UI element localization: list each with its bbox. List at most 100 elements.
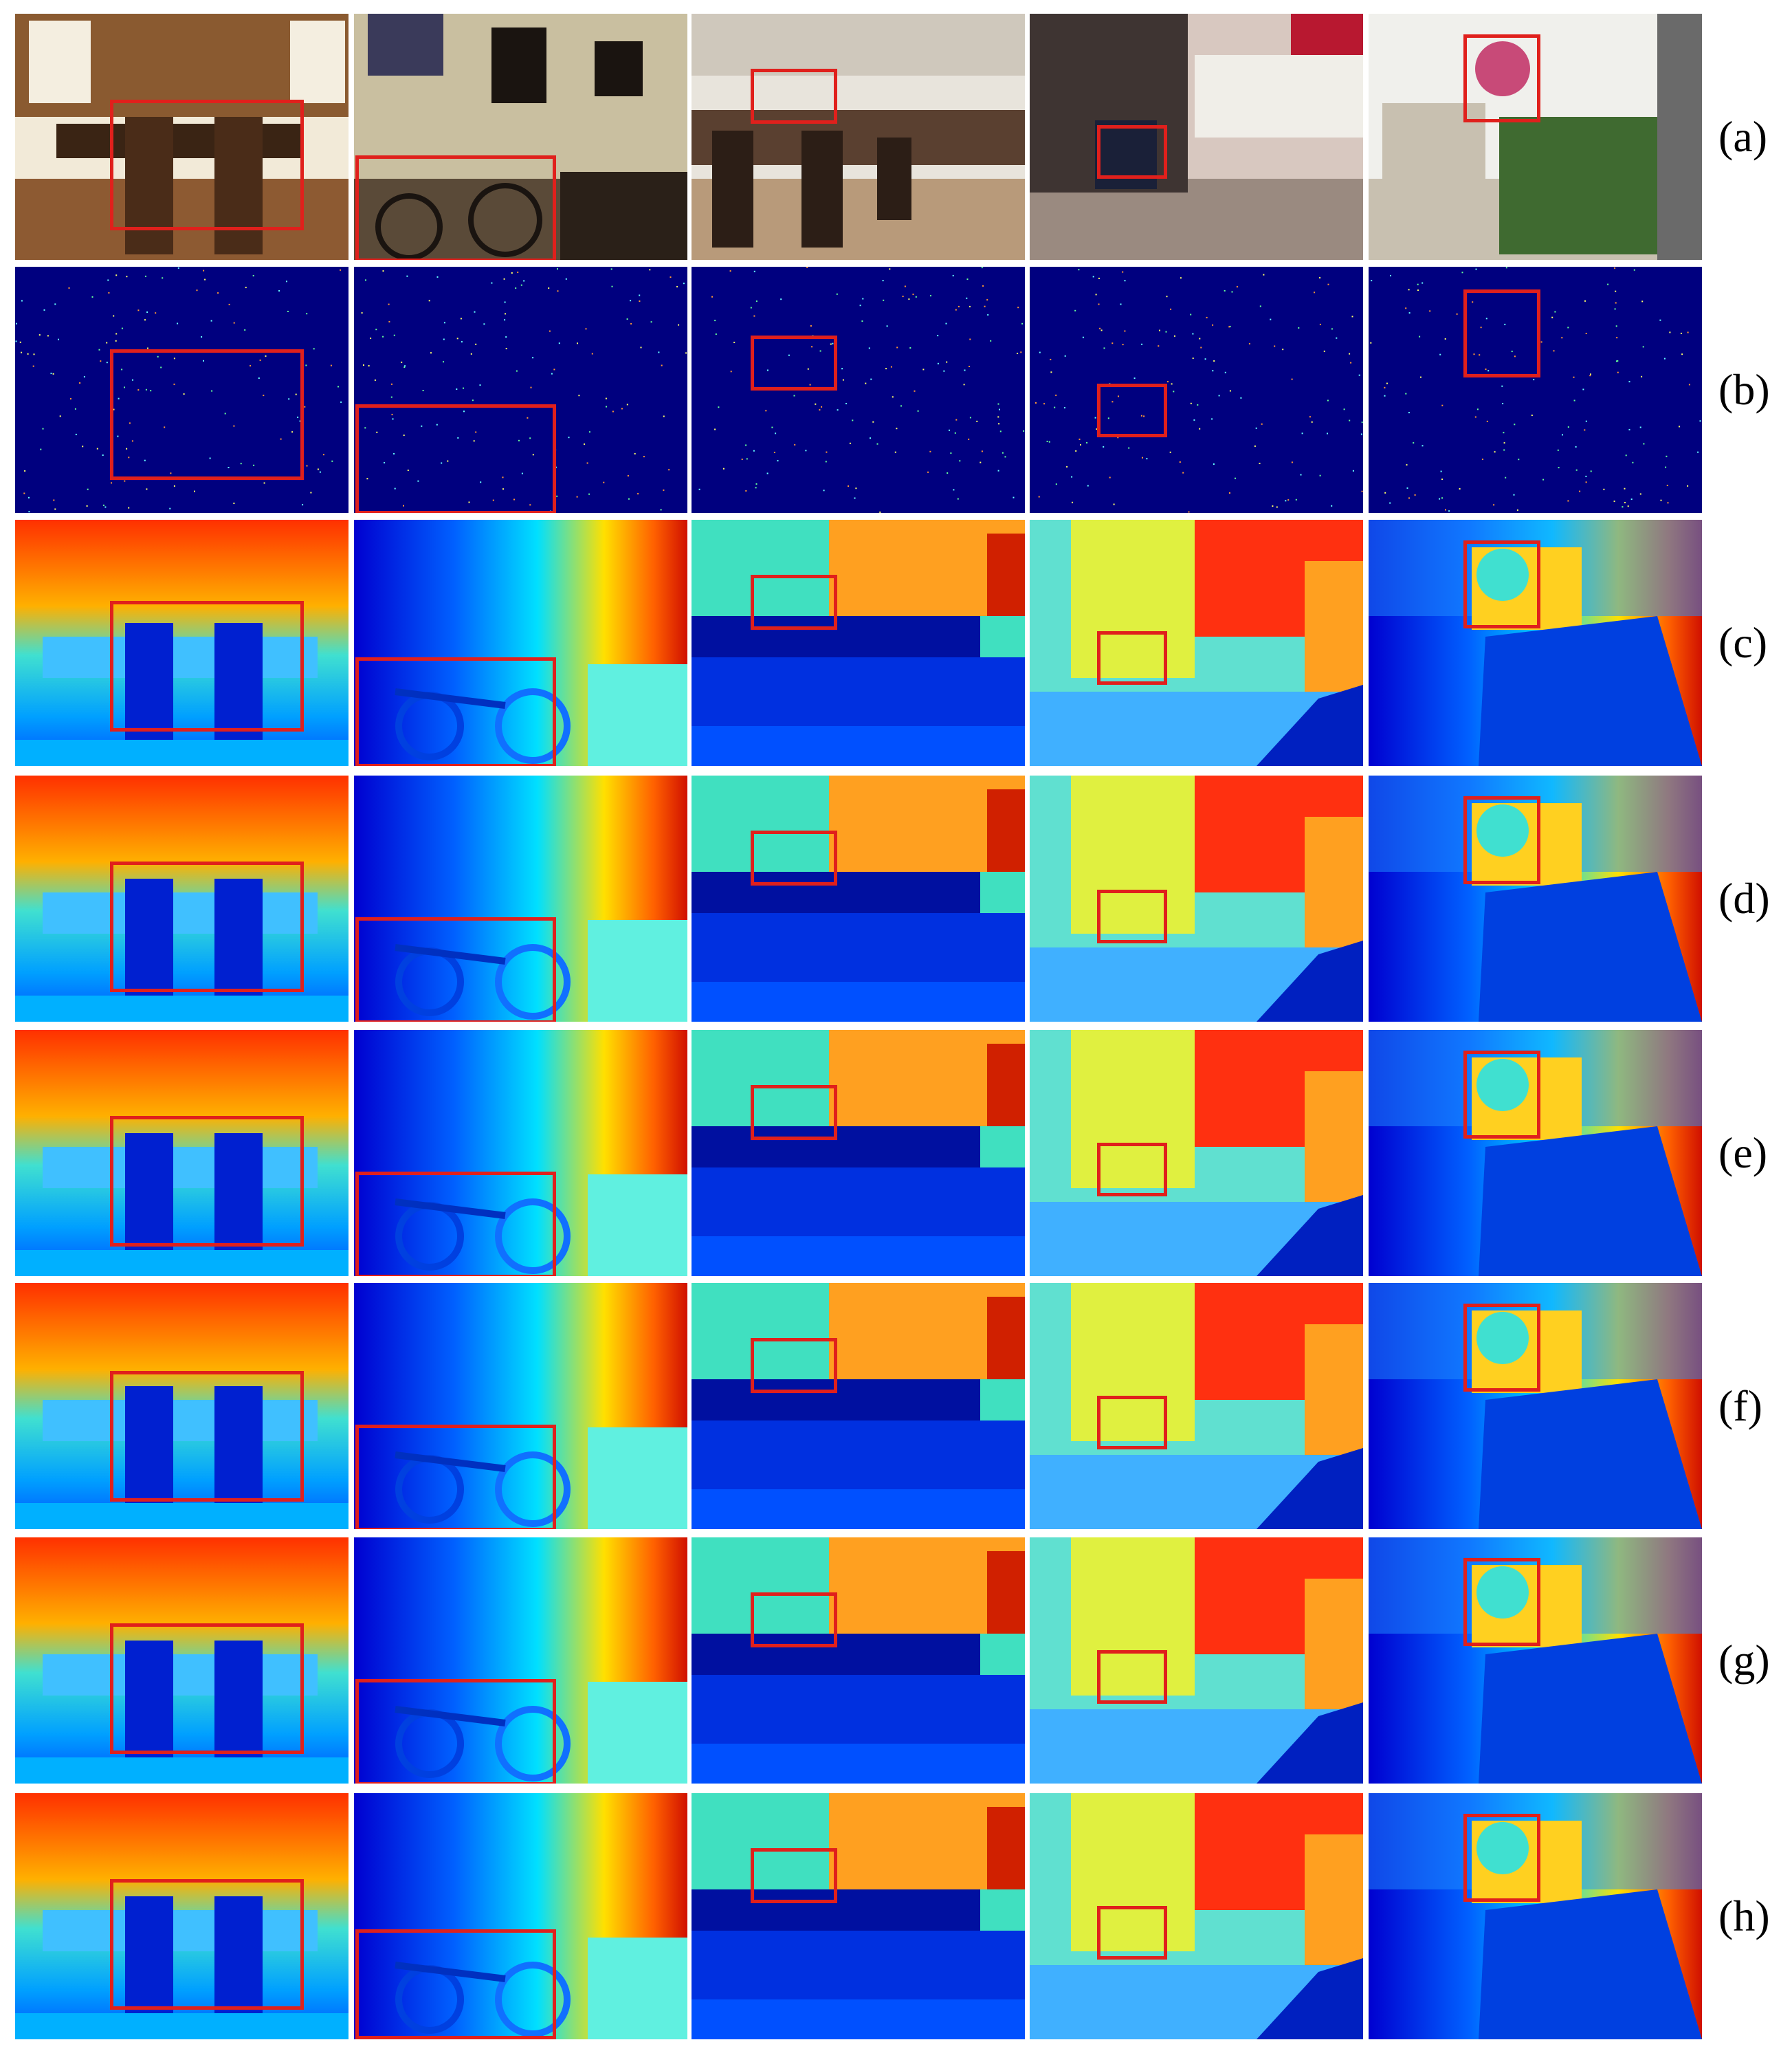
sparse-depth-point — [810, 325, 812, 327]
sparse-depth-point — [53, 499, 55, 501]
sparse-depth-point — [340, 269, 342, 271]
sparse-depth-point — [1311, 421, 1313, 423]
roi-box — [110, 1623, 304, 1754]
sparse-depth-point — [1472, 301, 1474, 303]
sparse-depth-point — [403, 366, 406, 369]
sparse-depth-point — [896, 428, 898, 430]
sparse-depth-point — [1616, 337, 1618, 339]
sparse-depth-point — [870, 378, 872, 380]
sparse-depth-point — [626, 318, 628, 320]
sparse-depth-point — [523, 280, 525, 282]
sparse-depth-point — [1503, 449, 1505, 451]
sparse-depth-point — [612, 410, 614, 413]
sparse-depth-point — [403, 435, 405, 437]
sparse-depth-point — [1182, 472, 1184, 474]
sparse-depth-point — [393, 453, 395, 454]
panel-depth-dining-table-chairs — [692, 776, 1025, 1022]
sparse-depth-point — [463, 410, 465, 413]
depth-image — [1030, 1030, 1363, 1276]
sparse-depth-point — [128, 507, 130, 509]
sparse-depth-point — [755, 300, 757, 303]
sparse-depth-point — [683, 283, 685, 285]
sparse-depth-point — [950, 452, 952, 454]
depth-image — [1369, 1283, 1702, 1529]
sparse-depth-point — [250, 364, 252, 366]
depth-image — [692, 1793, 1025, 2039]
sparse-depth-point — [1384, 492, 1386, 494]
sparse-depth-point — [556, 495, 558, 497]
sparse-depth-point — [630, 300, 632, 302]
sparse-depth-point — [1055, 483, 1057, 485]
sparse-depth-point — [588, 493, 590, 495]
sparse-depth-point — [981, 267, 983, 269]
sparse-depth-point — [1616, 360, 1617, 362]
sparse-depth-point — [904, 285, 906, 287]
sparse-depth-point — [698, 488, 700, 490]
roi-box — [110, 1879, 304, 2010]
sparse-depth-point — [999, 408, 1000, 410]
sparse-depth-point — [1082, 336, 1084, 338]
sparse-depth-point — [1474, 416, 1476, 418]
sparse-depth-point — [1180, 277, 1182, 279]
sparse-depth-point — [859, 305, 861, 307]
sparse-depth-point — [980, 461, 982, 463]
sparse-depth-point — [610, 268, 612, 270]
rgb-image — [1030, 14, 1363, 260]
sparse-depth-point — [908, 298, 910, 300]
sparse-depth-point — [1319, 323, 1321, 325]
sparse-depth-point — [1171, 383, 1173, 385]
sparse-depth-point — [883, 299, 885, 301]
sparse-depth-point — [1417, 283, 1419, 285]
sparse-depth-point — [557, 268, 558, 270]
sparse-depth-point — [124, 480, 126, 482]
depth-image — [354, 520, 687, 766]
roi-box — [1463, 796, 1540, 884]
sparse-depth-point — [258, 377, 260, 379]
sparse-depth-point — [1218, 395, 1220, 397]
sparse-depth-point — [1540, 341, 1542, 343]
sparse-depth-point — [1111, 401, 1114, 403]
sparse-depth-point — [1408, 289, 1410, 291]
panel-depth-armchair-flower-vase — [1369, 1283, 1702, 1529]
sparse-depth-point — [585, 328, 587, 330]
sparse-depth-point — [1300, 474, 1302, 476]
sparse-depth-point — [1562, 434, 1563, 436]
sparse-depth-point — [428, 300, 430, 302]
sparse-depth-point — [968, 438, 970, 440]
sparse-depth-point — [491, 282, 493, 284]
sparse-depth-point — [806, 267, 808, 268]
sparse-depth-point — [1557, 449, 1559, 451]
depth-image — [15, 1030, 349, 1276]
sparse-depth-point — [129, 422, 131, 424]
sparse-depth-point — [280, 438, 282, 440]
sparse-depth-point — [997, 416, 999, 418]
sparse-depth-point — [1643, 443, 1645, 445]
sparse-depth-point — [364, 427, 366, 429]
sparse-depth-point — [986, 299, 988, 301]
panel-depth-bicycle-wall — [354, 520, 687, 766]
depth-image — [1369, 520, 1702, 766]
sparse-depth-point — [1514, 355, 1516, 358]
sparse-depth-point — [892, 396, 894, 398]
sparse-depth-point — [382, 336, 384, 338]
sparse-depth-point — [144, 319, 146, 321]
sparse-depth-point — [144, 459, 146, 461]
sparse-depth-point — [1439, 353, 1441, 355]
sparse-depth-point — [259, 359, 261, 361]
sparse-depth-point — [96, 448, 98, 450]
roi-box — [751, 336, 837, 391]
sparse-depth-point — [670, 276, 672, 278]
sparse-depth-point — [1669, 331, 1671, 333]
sparse-depth-point — [1285, 500, 1287, 502]
sparse-depth-point — [1349, 419, 1351, 421]
sparse-depth-point — [468, 501, 470, 503]
sparse-depth-point — [755, 483, 757, 485]
sparse-depth-point — [1094, 417, 1096, 419]
sparse-depth-point — [1351, 316, 1353, 318]
roi-box — [1463, 1051, 1540, 1139]
sparse-depth-point — [661, 364, 663, 366]
sparse-depth-point — [1350, 362, 1352, 364]
sparse-depth-point — [1624, 487, 1626, 490]
sparse-depth-point — [1190, 402, 1192, 404]
sparse-depth-point — [711, 296, 713, 298]
